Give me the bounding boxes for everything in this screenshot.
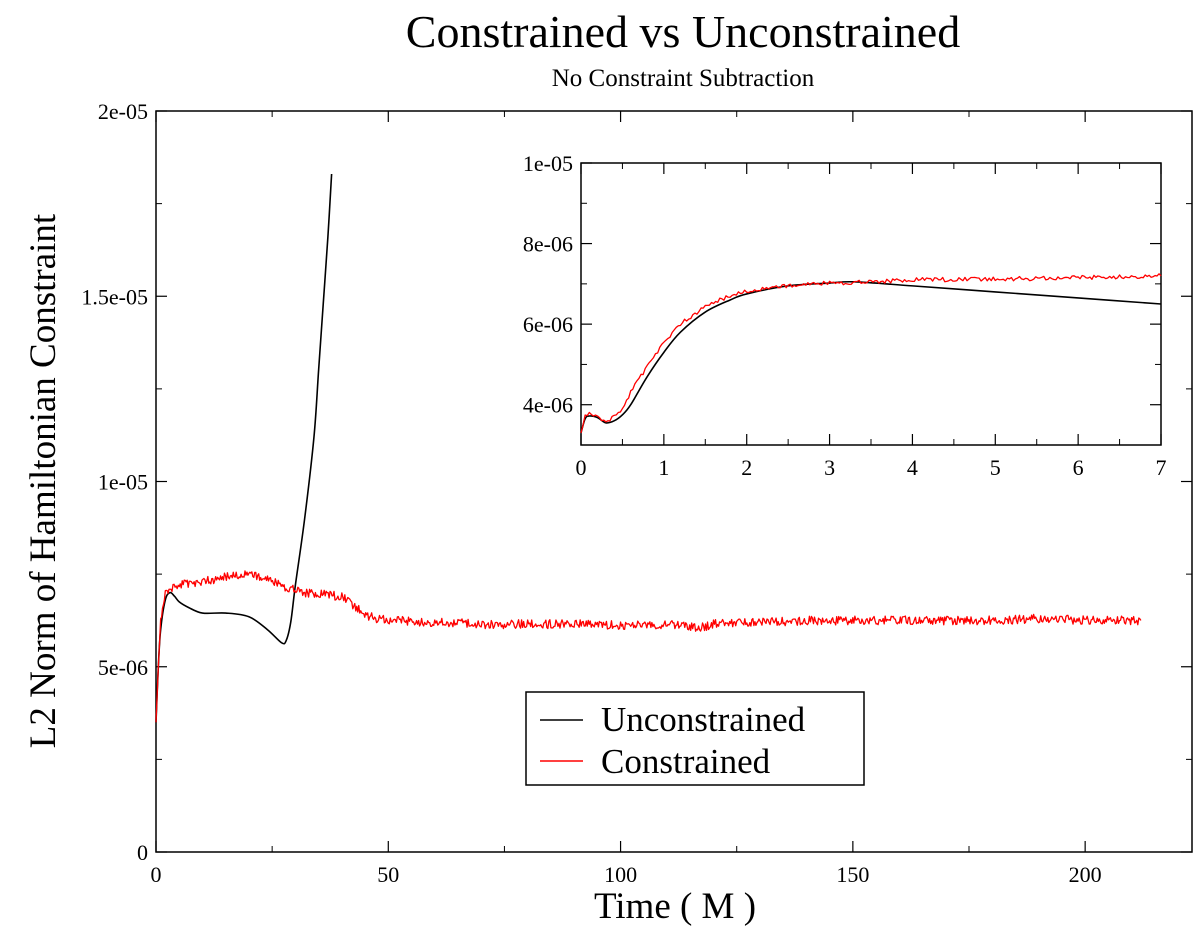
x-axis-label: Time ( M ) [594, 886, 756, 927]
inset-xtick-label: 4 [907, 455, 918, 480]
inset-plot-frame [580, 162, 1162, 446]
legend-label-unconstrained: Unconstrained [601, 700, 806, 739]
main-xtick-label: 0 [151, 862, 162, 887]
inset-ytick-label: 8e-06 [523, 232, 573, 257]
main-series-unconstrained [155, 173, 333, 723]
inset-tick-labels: 0 1 2 3 4 5 6 7 4e-06 6e-06 8e-06 1e-05 [523, 151, 1167, 480]
main-xtick-label: 100 [604, 862, 637, 887]
inset-xtick-label: 7 [1156, 455, 1167, 480]
inset-xtick-label: 5 [990, 455, 1001, 480]
main-xtick-label: 50 [377, 862, 399, 887]
main-ytick-label: 0 [137, 840, 148, 865]
legend-label-constrained: Constrained [601, 742, 771, 781]
inset-xtick-label: 6 [1073, 455, 1084, 480]
chart-subtitle: No Constraint Subtraction [552, 65, 815, 92]
legend: Unconstrained Constrained [525, 691, 865, 786]
chart-title: Constrained vs Unconstrained [406, 6, 960, 57]
main-ytick-label: 2e-05 [98, 99, 148, 124]
inset-ytick-label: 1e-05 [523, 151, 573, 176]
inset-series-group [580, 273, 1162, 434]
main-xtick-label: 200 [1069, 862, 1102, 887]
inset-series-constrained [580, 273, 1162, 434]
inset-ytick-label: 6e-06 [523, 312, 573, 337]
main-ticks [155, 110, 1192, 853]
legend-box [525, 691, 865, 786]
main-ytick-label: 5e-06 [98, 655, 148, 680]
inset-xtick-label: 1 [658, 455, 669, 480]
inset-xtick-label: 2 [741, 455, 752, 480]
main-ytick-label: 1e-05 [98, 470, 148, 495]
y-axis-label: L2 Norm of Hamiltonian Constraint [23, 213, 64, 748]
main-series-constrained [155, 570, 1142, 723]
inset-xtick-label: 0 [576, 455, 587, 480]
main-xtick-label: 150 [836, 862, 869, 887]
main-ytick-label: 1.5e-05 [81, 284, 148, 309]
inset-ticks [580, 162, 1162, 446]
inset-ytick-label: 4e-06 [523, 393, 573, 418]
inset-xtick-label: 3 [824, 455, 835, 480]
main-series-group [155, 173, 1142, 723]
